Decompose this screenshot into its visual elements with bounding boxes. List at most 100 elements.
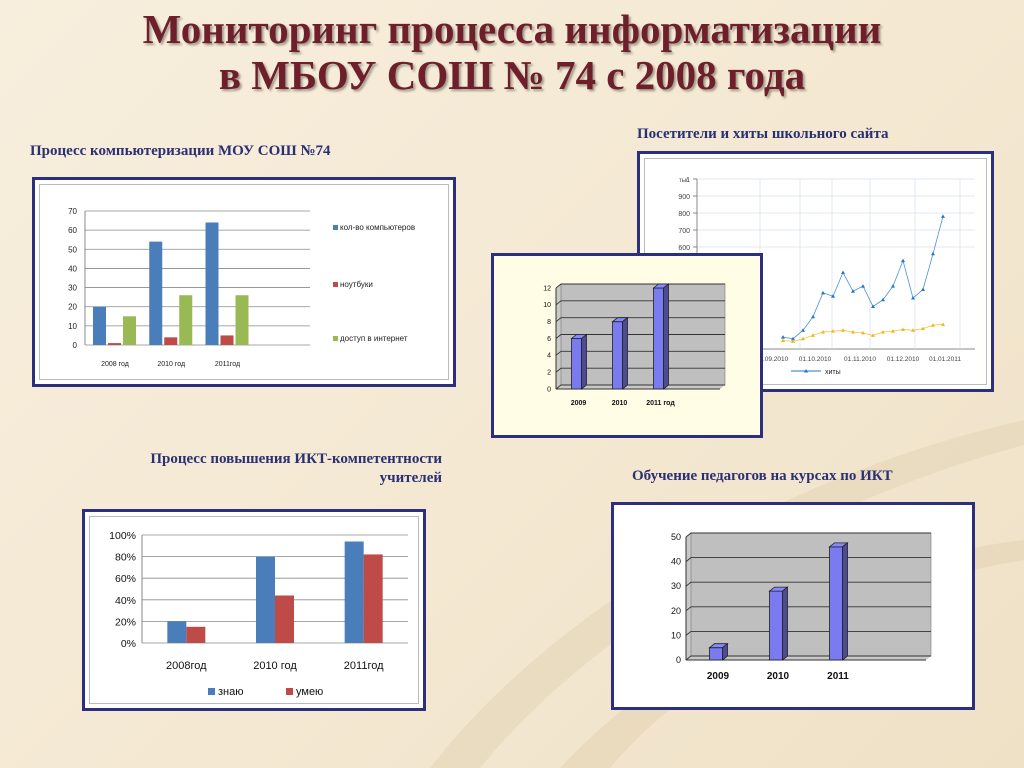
legend-label: знаю: [218, 686, 244, 698]
data-point: [811, 314, 815, 319]
bar-кол-во компьютеров: [93, 306, 106, 345]
data-point: [821, 290, 825, 295]
data-point: [811, 333, 815, 337]
bar-side: [622, 316, 628, 390]
legend-swatch: [333, 225, 338, 230]
bar-кол-во компьютеров: [205, 222, 219, 345]
bar-side: [842, 542, 848, 661]
y-tick-label: 40%: [115, 595, 136, 607]
caption-computers: Процесс компьютеризации МОУ СОШ №74: [30, 143, 331, 159]
y-tick-label: 30: [68, 284, 77, 293]
data-point: [781, 338, 785, 342]
bar-умею: [186, 626, 206, 643]
data-point: [941, 214, 945, 218]
data-point: [801, 328, 805, 332]
data-point: [821, 330, 825, 334]
data-point: [941, 322, 945, 326]
legend-swatch: [208, 688, 215, 695]
y-tick-label: 0: [547, 386, 551, 393]
legend-label: кол-во компьютеров: [340, 223, 415, 232]
data-point: [871, 304, 875, 308]
y-tick-label: 12: [543, 285, 551, 292]
y-tick-label: 0%: [121, 638, 136, 650]
chart-courses: 0 10 20 30 40 50 2009 2010 2011: [671, 532, 932, 682]
data-point: [791, 339, 795, 343]
gridline: [685, 581, 931, 587]
y-unit-label: тыс: [679, 178, 689, 184]
x-tick-label: 2009: [707, 671, 730, 682]
x-tick-label: 2008год: [166, 660, 207, 672]
chart-computers-frame: 0 10 20 30 40 50 60 70 2008 год 2010 год 2011год ко…: [32, 177, 456, 387]
x-tick-label: 2011год: [344, 660, 384, 672]
gridline: [555, 384, 725, 390]
data-point: [901, 327, 905, 331]
x-tick-label: 2010: [767, 671, 790, 682]
y-tick-label: 30: [671, 581, 681, 591]
y-tick-label: 2: [547, 370, 551, 377]
data-point: [921, 287, 925, 291]
chart-ict-frame: 0% 20% 40% 60% 80% 100% 2008год 2010 год 2011год…: [82, 509, 426, 711]
data-point: [861, 284, 865, 288]
bar: [709, 647, 723, 661]
x-tick-label: 2011: [827, 671, 849, 682]
bar-ноутбуки: [164, 337, 178, 345]
series-line-хиты: [782, 216, 944, 340]
y-tick-label: 80%: [115, 552, 136, 564]
gridline: [555, 283, 725, 289]
data-point: [931, 251, 935, 256]
gridline: [685, 532, 931, 538]
data-point: [891, 329, 895, 333]
y-tick-label: 700: [678, 228, 690, 235]
gridline: [555, 367, 725, 373]
y-tick-label: 10: [671, 630, 681, 640]
data-point: [801, 336, 805, 341]
gridline: [685, 557, 931, 562]
y-tick-label: 40: [671, 557, 681, 567]
y-tick-label: 600: [678, 245, 690, 252]
data-point: [841, 270, 845, 274]
x-tick-label: 01.11.2010: [844, 356, 876, 363]
y-tick-label: 10: [543, 302, 551, 309]
legend-swatch: [286, 688, 293, 695]
gridline: [555, 350, 725, 356]
data-point: [911, 296, 915, 300]
x-tick-label: 01.10.2010: [799, 356, 832, 363]
legend-label: хиты: [825, 369, 841, 376]
legend-swatch: [333, 282, 338, 287]
y-tick-label: 10: [68, 322, 77, 331]
data-point: [831, 329, 835, 333]
bar: [829, 546, 843, 661]
data-point: [781, 335, 785, 339]
legend-marker: [804, 369, 808, 373]
caption-site: Посетители и хиты школьного сайта: [637, 126, 889, 142]
y-tick-label: 20%: [115, 616, 136, 628]
y-tick-label: 800: [678, 211, 690, 218]
y-tick-label: 20: [68, 303, 77, 312]
legend-swatch: [333, 336, 338, 341]
caption-ict-line-2: учителей: [379, 470, 442, 486]
data-point: [851, 289, 855, 293]
bar-знаю: [167, 621, 187, 643]
data-point: [861, 330, 865, 335]
bar: [769, 590, 783, 661]
gridline: [685, 655, 931, 661]
x-tick-label: 2011год: [215, 361, 240, 368]
bar-side: [581, 333, 587, 390]
gridline: [685, 606, 931, 612]
y-tick-label: 0: [73, 341, 78, 350]
bar-side: [782, 586, 788, 661]
legend-label: доступ в интернет: [340, 334, 408, 343]
x-tick-label: 2010: [612, 400, 628, 407]
data-point: [931, 323, 935, 327]
data-point: [911, 328, 915, 332]
legend-label: ноутбуки: [340, 280, 373, 289]
chart-courses-frame: 0 10 20 30 40 50 2009 2010 2011: [611, 502, 975, 710]
bar: [653, 287, 664, 390]
data-point: [851, 330, 855, 334]
data-point: [791, 336, 795, 341]
data-point: [921, 326, 925, 331]
plot-area: [690, 532, 932, 657]
y-tick-label: 100%: [109, 530, 136, 542]
caption-courses: Обучение педагогов на курсах по ИКТ: [632, 468, 893, 484]
gridline: [555, 317, 725, 323]
